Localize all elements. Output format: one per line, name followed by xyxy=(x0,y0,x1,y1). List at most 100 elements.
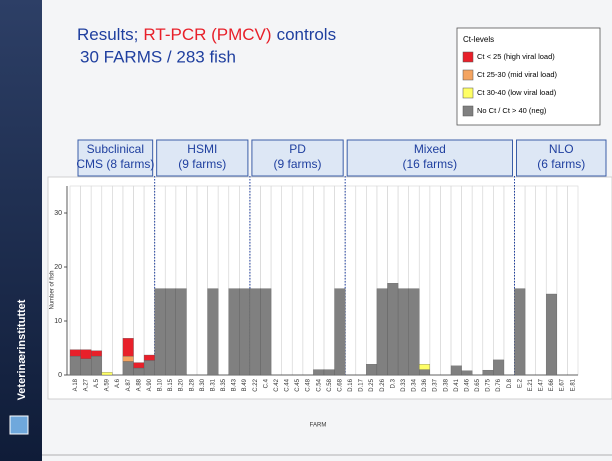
bar-segment xyxy=(80,358,92,376)
group-label: (9 farms) xyxy=(178,157,226,171)
group-label: Mixed xyxy=(414,142,446,156)
bar-segment xyxy=(260,288,272,376)
group-box xyxy=(346,139,513,177)
bar-segment xyxy=(334,288,346,376)
group-label: HSMI xyxy=(187,142,217,156)
x-tick-label: E.2 xyxy=(517,378,523,388)
legend-label: Ct 30-40 (low viral load) xyxy=(477,88,557,97)
x-tick-label: A.18 xyxy=(73,378,79,391)
bar-segment xyxy=(419,364,430,370)
x-tick-label: E.66 xyxy=(549,378,555,391)
x-axis-label: FARM xyxy=(310,423,327,429)
bar-segment xyxy=(80,349,92,359)
title-part: controls xyxy=(277,25,337,44)
bar-segment xyxy=(419,369,430,376)
x-tick-label: C.68 xyxy=(337,378,343,391)
x-tick-label: D.26 xyxy=(380,378,386,391)
bar-segment xyxy=(387,283,399,376)
title-part: RT-PCR (PMCV) xyxy=(143,25,271,44)
y-axis-label: Number of fish xyxy=(50,270,56,309)
x-tick-label: A.90 xyxy=(147,378,153,391)
group-box xyxy=(77,139,154,177)
title-part: Results; xyxy=(77,25,138,44)
x-tick-label: B.20 xyxy=(179,378,185,391)
bar-segment xyxy=(249,288,261,376)
group-label: (6 farms) xyxy=(537,157,585,171)
bar-segment xyxy=(122,338,134,357)
x-tick-label: E.47 xyxy=(539,378,545,391)
bar-segment xyxy=(514,288,526,376)
x-tick-label: D.16 xyxy=(348,378,354,391)
group-box xyxy=(251,139,344,177)
bar-segment xyxy=(133,367,145,376)
x-tick-label: D.46 xyxy=(464,378,470,391)
x-tick-label: C.22 xyxy=(253,378,259,391)
x-tick-label: B.31 xyxy=(210,378,216,391)
x-tick-label: D.75 xyxy=(486,378,492,391)
x-tick-label: D.37 xyxy=(433,378,439,391)
bar-segment xyxy=(313,369,325,376)
y-tick-label: 10 xyxy=(54,318,62,325)
x-tick-label: C.48 xyxy=(306,378,312,391)
y-tick-label: 20 xyxy=(54,264,62,271)
bar-segment xyxy=(101,372,113,376)
x-tick-label: A.59 xyxy=(105,378,111,391)
group-box xyxy=(516,139,607,177)
x-tick-label: D.8 xyxy=(507,378,513,388)
x-tick-label: C.44 xyxy=(285,378,291,391)
x-tick-label: D.36 xyxy=(422,378,428,391)
slide-subtitle: 30 FARMS / 283 fish xyxy=(80,47,236,66)
side-label: Veterinærinstituttet xyxy=(16,299,28,400)
bar-segment xyxy=(366,364,378,376)
x-tick-label: D.38 xyxy=(443,378,449,391)
x-tick-label: E.21 xyxy=(528,378,534,391)
bar-segment xyxy=(461,370,473,376)
group-label: (9 farms) xyxy=(274,157,322,171)
bar-segment xyxy=(143,354,155,361)
x-tick-label: E.67 xyxy=(560,378,566,391)
bar-segment xyxy=(143,360,155,376)
x-tick-label: B.35 xyxy=(221,378,227,391)
x-tick-label: A.6 xyxy=(115,378,121,388)
group-label: PD xyxy=(289,142,306,156)
x-tick-label: D.33 xyxy=(401,378,407,391)
x-tick-label: A.88 xyxy=(136,378,142,391)
legend-swatch xyxy=(462,69,474,81)
x-tick-label: B.30 xyxy=(200,378,206,391)
y-tick-label: 30 xyxy=(54,210,62,217)
x-tick-label: D.3 xyxy=(390,378,396,388)
x-tick-label: C.42 xyxy=(274,378,280,391)
legend-swatch xyxy=(462,87,474,99)
x-tick-label: D.25 xyxy=(369,378,375,391)
bar-segment xyxy=(69,355,81,376)
bar-segment xyxy=(408,288,420,376)
x-tick-label: A.5 xyxy=(94,378,100,388)
side-bar xyxy=(0,0,42,461)
bar-segment xyxy=(228,288,240,376)
bar-segment xyxy=(546,293,557,376)
x-tick-label: B.28 xyxy=(189,378,195,391)
x-tick-label: C.4 xyxy=(263,378,269,388)
legend-title: Ct-levels xyxy=(463,35,494,44)
legend-box xyxy=(456,27,601,126)
logo xyxy=(9,415,29,435)
x-tick-label: D.76 xyxy=(496,378,502,391)
x-tick-label: C.58 xyxy=(327,378,333,391)
x-tick-label: C.45 xyxy=(295,378,301,391)
bar-segment xyxy=(154,288,166,376)
bar-segment xyxy=(133,362,145,369)
x-tick-label: D.17 xyxy=(359,378,365,391)
bar-segment xyxy=(376,288,388,376)
legend-swatch xyxy=(462,51,474,63)
x-tick-label: D.34 xyxy=(412,378,418,391)
y-tick-label: 0 xyxy=(58,372,62,379)
x-tick-label: B.49 xyxy=(242,378,248,391)
bar-segment xyxy=(69,349,81,357)
bar-segment xyxy=(239,288,251,376)
x-tick-label: A.27 xyxy=(83,378,89,391)
bar-segment xyxy=(450,365,462,376)
bar-segment xyxy=(91,350,102,357)
x-tick-label: C.54 xyxy=(316,378,322,391)
bar-segment xyxy=(122,361,134,376)
